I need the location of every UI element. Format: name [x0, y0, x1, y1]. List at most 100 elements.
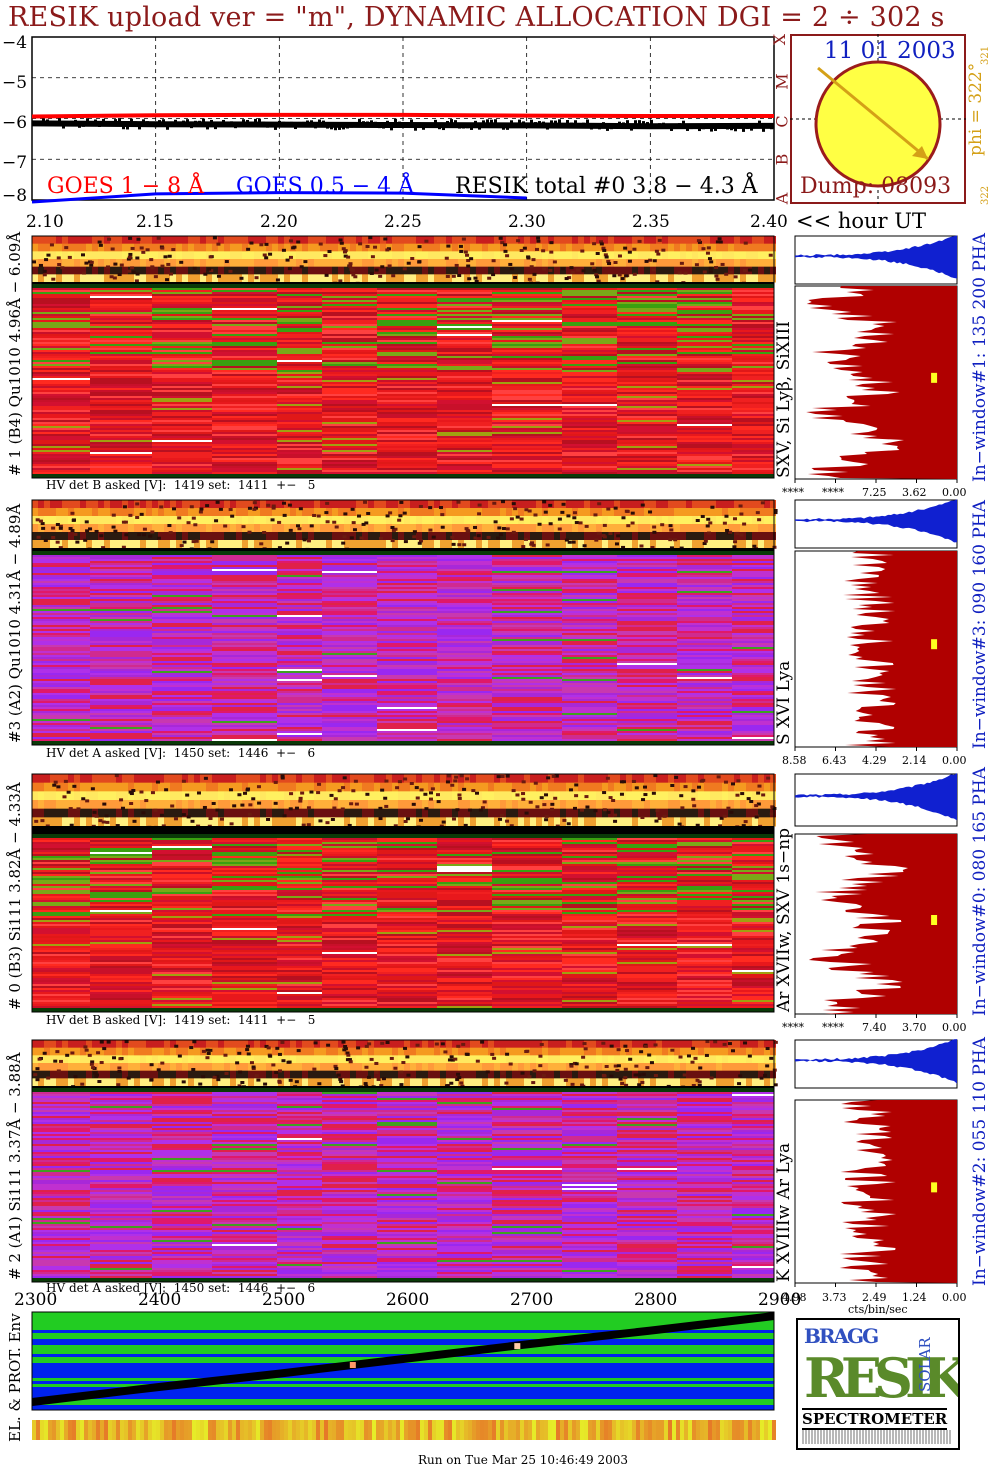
- spectrum-pixel: [437, 655, 493, 658]
- spectrum-pixel: [212, 609, 278, 612]
- band-pixel: [188, 516, 194, 525]
- band-pixel: [200, 532, 206, 541]
- band-speckle: [669, 546, 674, 550]
- band-pixel: [50, 236, 56, 245]
- spectrum-pixel: [322, 382, 378, 385]
- band-pixel: [332, 243, 338, 252]
- band-pixel: [152, 508, 158, 517]
- spectrum-pixel: [277, 316, 323, 319]
- spectrum-pixel: [152, 470, 213, 473]
- spectrum-pixel: [437, 358, 493, 361]
- spectrum-pixel: [732, 346, 775, 349]
- band-pixel: [674, 251, 680, 260]
- spectrum-pixel: [677, 589, 733, 592]
- band-pixel: [152, 524, 158, 533]
- hist-top-fill: [795, 235, 957, 279]
- band-speckle: [466, 259, 471, 263]
- spectrum-pixel: [32, 306, 91, 309]
- spectrum-pixel: [617, 312, 678, 315]
- spectrum-pixel: [562, 723, 618, 726]
- band-pixel: [248, 236, 254, 245]
- band-pixel: [362, 259, 368, 268]
- spectrum-pixel: [212, 334, 278, 337]
- band-speckle: [160, 246, 165, 250]
- band-pixel: [656, 274, 662, 283]
- spectrum-pixel: [322, 719, 378, 722]
- spectrum-pixel: [90, 683, 153, 686]
- spectrum-pixel: [32, 328, 91, 331]
- band-pixel: [494, 516, 500, 525]
- band-speckle: [191, 516, 196, 520]
- spectrum-pixel: [212, 721, 278, 724]
- spectrum-pixel: [152, 290, 213, 293]
- band-pixel: [74, 524, 80, 533]
- spectrum-pixel: [152, 428, 213, 431]
- band-speckle: [163, 255, 168, 259]
- spectrum-pixel: [32, 326, 91, 329]
- spectrum-pixel: [677, 587, 733, 590]
- band-pixel: [536, 274, 542, 283]
- band-speckle: [729, 270, 734, 274]
- spectrum-pixel: [437, 673, 493, 676]
- spectrum-pixel: [437, 587, 493, 590]
- spectrum-pixel: [90, 589, 153, 592]
- spectrum-pixel: [492, 308, 563, 311]
- spectrum-pixel: [732, 398, 775, 401]
- spectrum-pixel: [562, 719, 618, 722]
- goes-resik-point: [750, 126, 753, 131]
- spectrum-pixel: [677, 659, 733, 662]
- band-pixel: [446, 524, 452, 533]
- goes-resik-point: [394, 118, 397, 123]
- spectrum-pixel: [322, 633, 378, 636]
- band-speckle: [500, 241, 505, 245]
- spectrum-pixel: [277, 434, 323, 437]
- band-speckle: [519, 248, 524, 252]
- spectrum-pixel: [322, 681, 378, 684]
- band-speckle: [739, 533, 744, 537]
- spectrum-pixel: [492, 675, 563, 678]
- env-band: [32, 1312, 774, 1315]
- goes-resik-point: [42, 118, 45, 123]
- spectrum-pixel: [677, 663, 733, 666]
- band-speckle: [130, 266, 135, 270]
- band-pixel: [494, 274, 500, 283]
- band-speckle: [397, 518, 402, 522]
- spectrum-pixel: [90, 729, 153, 732]
- spectrum-pixel: [492, 394, 563, 397]
- env-strip-pixel: [108, 1420, 112, 1440]
- spectrum-pixel: [492, 298, 563, 301]
- band-pixel: [698, 508, 704, 517]
- spectrum-pixel: [732, 310, 775, 313]
- env-marker: [349, 1362, 356, 1369]
- band-pixel: [308, 243, 314, 252]
- spectrum-pixel: [377, 426, 438, 429]
- spectrum-pixel: [677, 398, 733, 401]
- band-pixel: [110, 259, 116, 268]
- band-pixel: [482, 532, 488, 541]
- spectrum-pixel: [677, 364, 733, 367]
- spectrum-pixel: [677, 729, 733, 732]
- spectrum-pixel: [277, 647, 323, 650]
- spectrum-pixel: [677, 366, 733, 369]
- band-pixel: [680, 540, 686, 549]
- band-pixel: [524, 508, 530, 517]
- band-pixel: [524, 259, 530, 268]
- goes-resik-point: [634, 120, 637, 125]
- spectrum-pixel: [677, 440, 733, 443]
- spectrum-pixel: [152, 657, 213, 660]
- band-pixel: [482, 236, 488, 245]
- spectrum-pixel: [277, 312, 323, 315]
- band-speckle: [591, 266, 596, 270]
- band-speckle: [545, 543, 550, 547]
- spectrum-pixel: [90, 623, 153, 626]
- band-speckle: [252, 507, 257, 511]
- band-pixel: [560, 532, 566, 541]
- band-pixel: [470, 236, 476, 245]
- band-pixel: [650, 236, 656, 245]
- band-speckle: [707, 257, 712, 261]
- band-pixel: [680, 236, 686, 245]
- spectrum-pixel: [677, 422, 733, 425]
- band-pixel: [296, 508, 302, 517]
- band-speckle: [466, 264, 471, 268]
- spectrum-pixel: [677, 368, 733, 371]
